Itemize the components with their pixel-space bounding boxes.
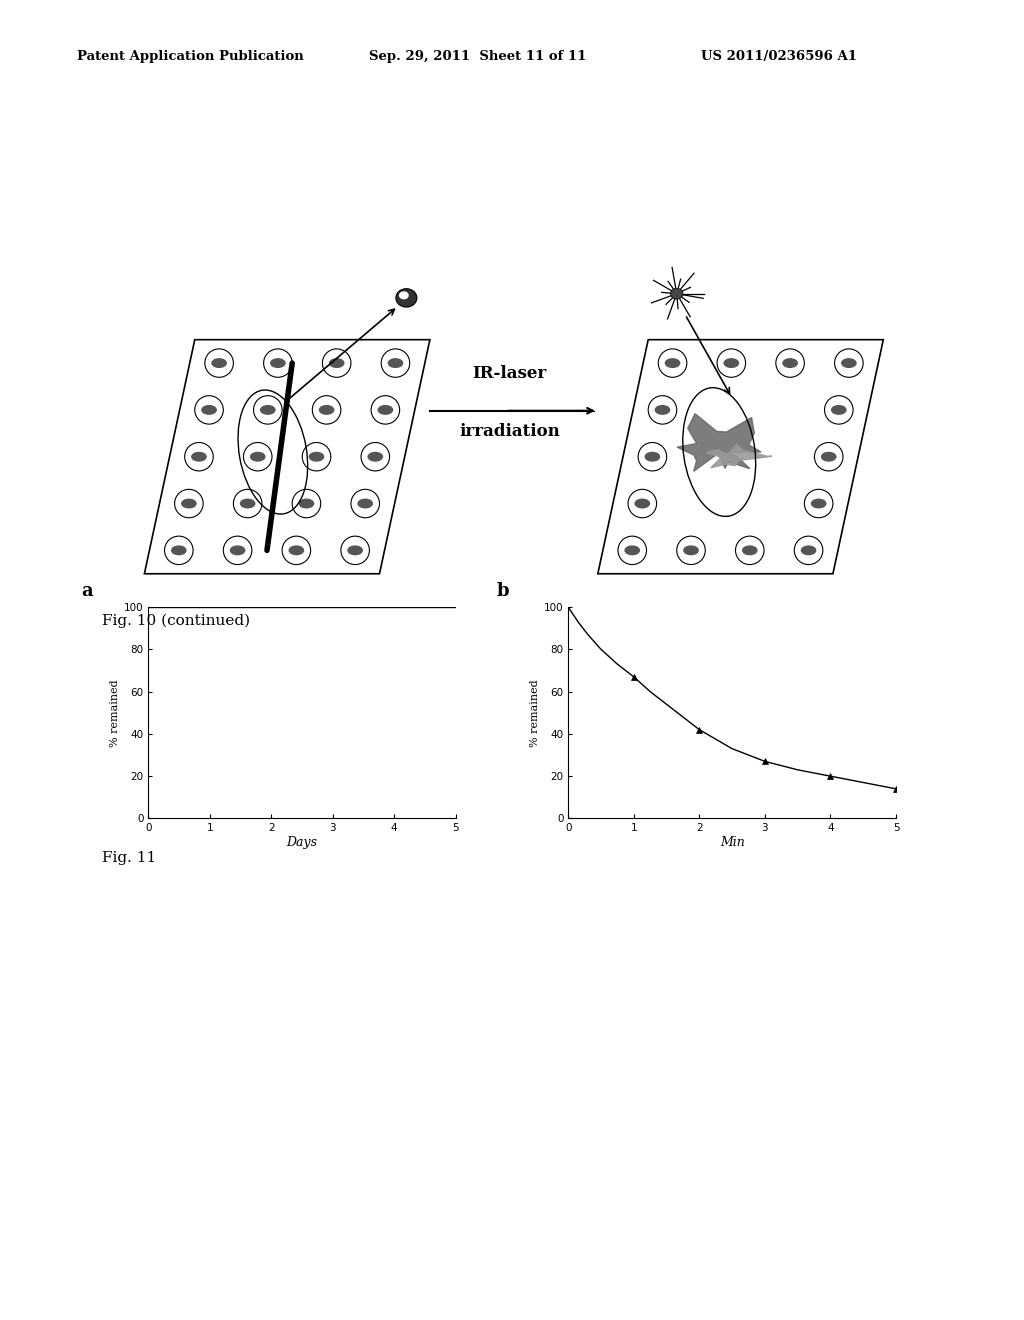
Circle shape — [302, 442, 331, 471]
Circle shape — [835, 348, 863, 378]
Circle shape — [165, 536, 194, 565]
Ellipse shape — [635, 499, 649, 508]
Ellipse shape — [666, 359, 680, 367]
Circle shape — [195, 396, 223, 424]
Polygon shape — [677, 413, 761, 471]
Text: US 2011/0236596 A1: US 2011/0236596 A1 — [701, 50, 857, 63]
Circle shape — [244, 442, 272, 471]
Ellipse shape — [172, 546, 186, 554]
Ellipse shape — [821, 453, 836, 461]
Circle shape — [233, 490, 262, 517]
Ellipse shape — [396, 289, 417, 308]
Text: b: b — [497, 582, 509, 599]
Ellipse shape — [230, 546, 245, 554]
Circle shape — [312, 396, 341, 424]
Circle shape — [223, 536, 252, 565]
Polygon shape — [707, 445, 772, 467]
Text: Sep. 29, 2011  Sheet 11 of 11: Sep. 29, 2011 Sheet 11 of 11 — [369, 50, 586, 63]
Circle shape — [805, 490, 833, 517]
Circle shape — [175, 490, 203, 517]
Ellipse shape — [742, 546, 757, 554]
Ellipse shape — [399, 292, 408, 298]
X-axis label: Min: Min — [720, 836, 744, 849]
Ellipse shape — [671, 288, 683, 300]
Ellipse shape — [212, 359, 226, 367]
Ellipse shape — [842, 359, 856, 367]
Ellipse shape — [388, 359, 402, 367]
Circle shape — [205, 348, 233, 378]
Y-axis label: % remained: % remained — [110, 678, 120, 747]
Circle shape — [795, 536, 823, 565]
Ellipse shape — [802, 546, 816, 554]
Circle shape — [814, 442, 843, 471]
Ellipse shape — [191, 453, 206, 461]
Circle shape — [824, 396, 853, 424]
Ellipse shape — [655, 405, 670, 414]
Ellipse shape — [299, 499, 313, 508]
Circle shape — [371, 396, 399, 424]
Ellipse shape — [645, 453, 659, 461]
Text: IR-laser: IR-laser — [472, 364, 547, 381]
X-axis label: Days: Days — [287, 836, 317, 849]
Circle shape — [254, 396, 282, 424]
Ellipse shape — [378, 405, 392, 414]
Circle shape — [658, 348, 687, 378]
Circle shape — [717, 348, 745, 378]
Ellipse shape — [358, 499, 373, 508]
Ellipse shape — [684, 546, 698, 554]
Circle shape — [628, 490, 656, 517]
Circle shape — [648, 396, 677, 424]
Text: irradiation: irradiation — [460, 424, 560, 440]
Y-axis label: % remained: % remained — [529, 678, 540, 747]
Ellipse shape — [724, 359, 738, 367]
Circle shape — [323, 348, 351, 378]
Ellipse shape — [369, 453, 382, 461]
Circle shape — [381, 348, 410, 378]
Ellipse shape — [202, 405, 216, 414]
Circle shape — [361, 442, 389, 471]
Ellipse shape — [348, 546, 362, 554]
Circle shape — [351, 490, 380, 517]
Ellipse shape — [783, 359, 798, 367]
Text: Patent Application Publication: Patent Application Publication — [77, 50, 303, 63]
Circle shape — [617, 536, 646, 565]
Circle shape — [638, 442, 667, 471]
Ellipse shape — [270, 359, 285, 367]
Ellipse shape — [309, 453, 324, 461]
Ellipse shape — [289, 546, 303, 554]
Circle shape — [184, 442, 213, 471]
Circle shape — [263, 348, 292, 378]
Ellipse shape — [181, 499, 196, 508]
Polygon shape — [144, 339, 430, 574]
Ellipse shape — [241, 499, 255, 508]
Ellipse shape — [831, 405, 846, 414]
Text: a: a — [81, 582, 92, 599]
Circle shape — [292, 490, 321, 517]
Circle shape — [282, 536, 310, 565]
Circle shape — [677, 536, 706, 565]
Ellipse shape — [261, 405, 275, 414]
Ellipse shape — [319, 405, 334, 414]
Polygon shape — [598, 339, 884, 574]
Ellipse shape — [811, 499, 825, 508]
Circle shape — [735, 536, 764, 565]
Ellipse shape — [330, 359, 344, 367]
Text: Fig. 11: Fig. 11 — [102, 851, 157, 866]
Circle shape — [341, 536, 370, 565]
Text: Fig. 10 (continued): Fig. 10 (continued) — [102, 614, 251, 628]
Ellipse shape — [625, 546, 639, 554]
Ellipse shape — [251, 453, 265, 461]
Circle shape — [776, 348, 805, 378]
